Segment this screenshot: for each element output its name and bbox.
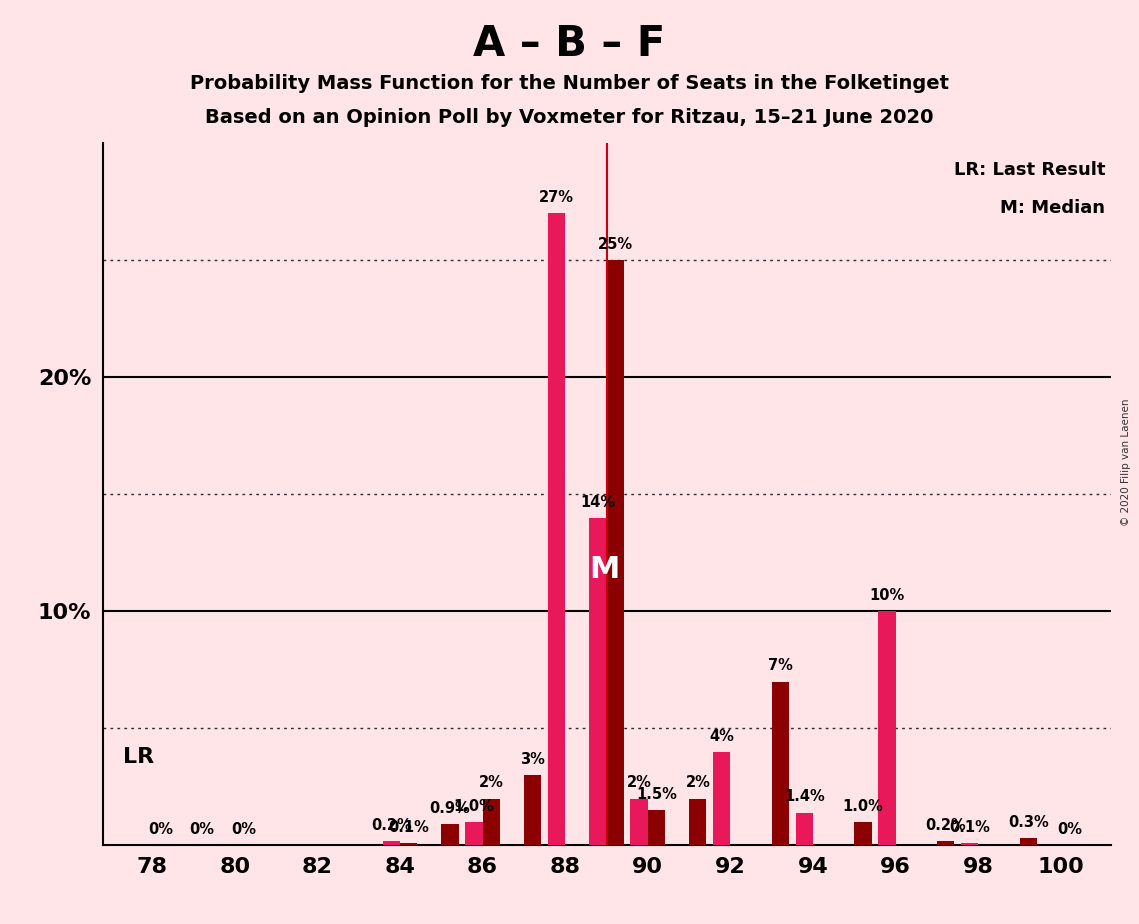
Text: 14%: 14% bbox=[580, 494, 615, 509]
Text: LR: Last Result: LR: Last Result bbox=[954, 161, 1106, 178]
Bar bbox=[383, 841, 400, 845]
Text: 3%: 3% bbox=[521, 752, 544, 767]
Text: 1.4%: 1.4% bbox=[784, 789, 825, 805]
Bar bbox=[483, 798, 500, 845]
Text: Probability Mass Function for the Number of Seats in the Folketinget: Probability Mass Function for the Number… bbox=[190, 74, 949, 93]
Bar bbox=[631, 798, 648, 845]
Text: 0.2%: 0.2% bbox=[925, 818, 966, 833]
Bar bbox=[465, 822, 483, 845]
Text: Based on an Opinion Poll by Voxmeter for Ritzau, 15–21 June 2020: Based on an Opinion Poll by Voxmeter for… bbox=[205, 108, 934, 128]
Bar bbox=[648, 810, 665, 845]
Bar bbox=[606, 261, 624, 845]
Bar bbox=[441, 824, 459, 845]
Text: 7%: 7% bbox=[768, 659, 793, 674]
Text: A – B – F: A – B – F bbox=[474, 23, 665, 65]
Text: 25%: 25% bbox=[598, 237, 633, 252]
Bar bbox=[524, 775, 541, 845]
Text: 1.0%: 1.0% bbox=[453, 799, 494, 814]
Text: 0%: 0% bbox=[189, 822, 214, 837]
Text: 27%: 27% bbox=[539, 190, 574, 205]
Text: © 2020 Filip van Laenen: © 2020 Filip van Laenen bbox=[1121, 398, 1131, 526]
Text: 1.5%: 1.5% bbox=[636, 787, 677, 802]
Text: 1.0%: 1.0% bbox=[843, 799, 884, 814]
Text: 0.1%: 0.1% bbox=[949, 820, 990, 835]
Text: 0.3%: 0.3% bbox=[1008, 815, 1049, 831]
Bar bbox=[937, 841, 954, 845]
Text: M: M bbox=[589, 554, 620, 584]
Text: LR: LR bbox=[123, 747, 154, 767]
Bar bbox=[796, 813, 813, 845]
Text: 0.9%: 0.9% bbox=[429, 801, 470, 816]
Bar bbox=[772, 682, 789, 845]
Text: 0%: 0% bbox=[231, 822, 256, 837]
Bar bbox=[589, 517, 607, 845]
Bar bbox=[548, 213, 565, 845]
Text: 0.2%: 0.2% bbox=[371, 818, 411, 833]
Text: 0.1%: 0.1% bbox=[388, 820, 429, 835]
Text: M: Median: M: Median bbox=[1000, 200, 1106, 217]
Text: 4%: 4% bbox=[710, 729, 735, 744]
Bar bbox=[689, 798, 706, 845]
Bar bbox=[878, 612, 895, 845]
Text: 2%: 2% bbox=[626, 775, 652, 790]
Bar bbox=[400, 843, 417, 845]
Text: 2%: 2% bbox=[478, 775, 503, 790]
Text: 0%: 0% bbox=[148, 822, 173, 837]
Text: 0%: 0% bbox=[1057, 822, 1082, 837]
Bar bbox=[961, 843, 978, 845]
Bar bbox=[854, 822, 871, 845]
Bar bbox=[1019, 838, 1036, 845]
Text: 2%: 2% bbox=[686, 775, 711, 790]
Bar bbox=[713, 752, 730, 845]
Text: 10%: 10% bbox=[869, 589, 904, 603]
